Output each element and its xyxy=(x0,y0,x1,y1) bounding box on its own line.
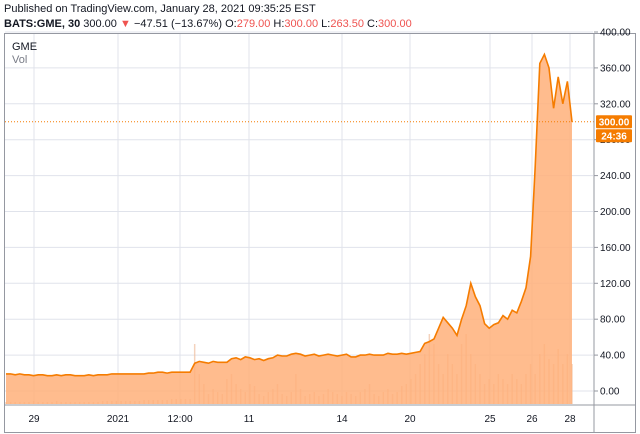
price-axis[interactable]: 400.00360.00320.00280.00240.00200.00160.… xyxy=(594,28,631,398)
low-label: L: xyxy=(321,18,331,30)
countdown-badge-text: 24:36 xyxy=(601,131,627,142)
y-tick-label: 320.00 xyxy=(600,99,631,110)
x-tick-label: 28 xyxy=(564,414,576,425)
countdown-badge: 24:36 xyxy=(596,129,632,143)
price-badge-text: 300.00 xyxy=(599,117,630,128)
x-tick-label: 25 xyxy=(484,414,496,425)
legend-volume: Vol xyxy=(12,54,28,66)
x-tick-label: 2021 xyxy=(107,414,130,425)
time-axis[interactable]: 29 2021 12:00 11 14 20 25 26 28 xyxy=(28,414,576,425)
y-tick-label: 360.00 xyxy=(600,63,631,74)
price-change: −47.51 (−13.67%) xyxy=(133,18,223,30)
y-tick-label: 200.00 xyxy=(600,207,631,218)
y-tick-label: 400.00 xyxy=(600,28,631,39)
open-value: 279.00 xyxy=(236,18,271,30)
x-tick-label: 12:00 xyxy=(167,414,192,425)
high-label: H: xyxy=(273,18,285,30)
price-line xyxy=(6,52,573,377)
close-value: 300.00 xyxy=(378,18,412,30)
down-arrow-icon: ▼ xyxy=(119,18,131,30)
low-value: 263.50 xyxy=(330,18,364,30)
open-label: O: xyxy=(225,18,237,30)
x-tick-label: 29 xyxy=(28,414,40,425)
last-price: 300.00 xyxy=(83,18,117,30)
price-badge: 300.00 xyxy=(596,115,632,129)
x-tick-label: 20 xyxy=(404,414,416,425)
y-tick-label: 240.00 xyxy=(600,171,631,182)
y-tick-label: 0.00 xyxy=(600,387,620,398)
quote-line: BATS:GME, 30 300.00 ▼ −47.51 (−13.67%) O… xyxy=(4,18,412,30)
x-tick-label: 11 xyxy=(244,414,255,425)
x-tick-label: 14 xyxy=(336,414,348,425)
price-area xyxy=(6,54,572,405)
symbol-label: BATS:GME, 30 xyxy=(4,18,81,30)
legend-symbol: GME xyxy=(12,41,38,53)
close-label: C: xyxy=(367,18,379,30)
y-tick-label: 120.00 xyxy=(600,279,631,290)
y-tick-label: 40.00 xyxy=(600,351,625,362)
chart-frame[interactable] xyxy=(4,33,636,433)
published-line: Published on TradingView.com, January 28… xyxy=(4,3,316,15)
y-tick-label: 80.00 xyxy=(600,315,625,326)
y-tick-label: 160.00 xyxy=(600,243,631,254)
x-tick-label: 26 xyxy=(526,414,538,425)
high-value: 300.00 xyxy=(284,18,319,30)
